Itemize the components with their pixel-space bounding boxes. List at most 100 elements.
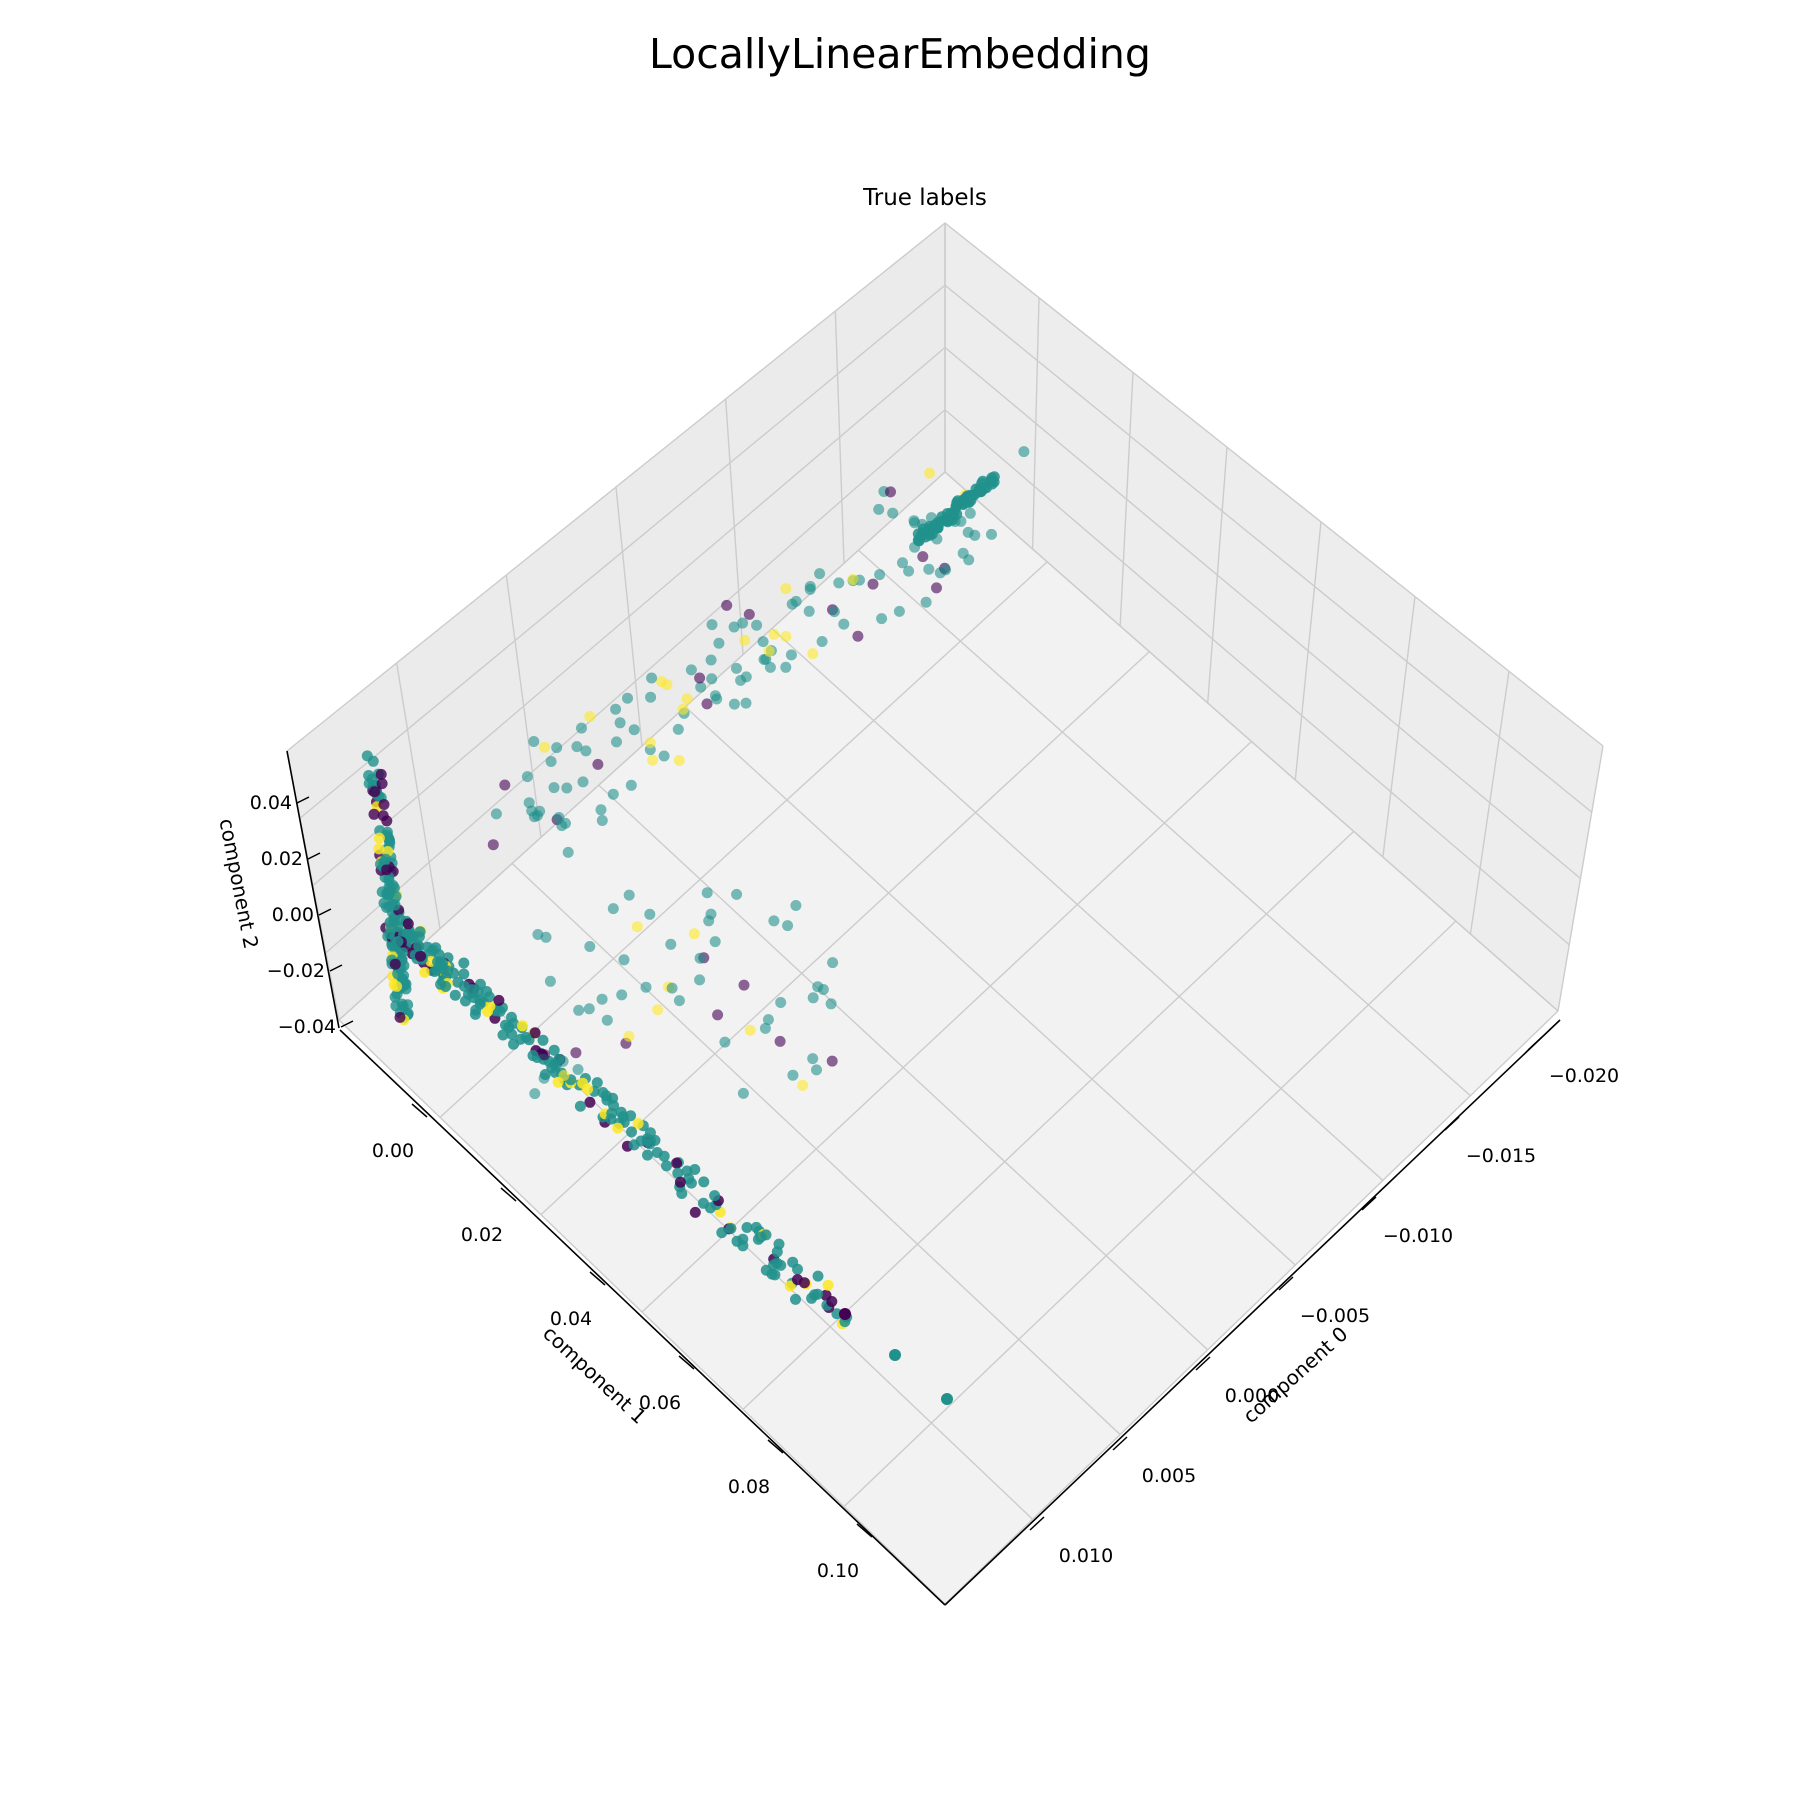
z-grid-line (325, 408, 1570, 954)
data-point (701, 887, 713, 899)
data-point (529, 1088, 541, 1100)
data-point (449, 989, 461, 1001)
data-point (814, 568, 826, 580)
data-point (827, 957, 839, 969)
y-tick-label: 0.00 (372, 1140, 414, 1162)
scatter-points (361, 446, 1030, 1405)
y-axis-line (339, 1029, 946, 1606)
data-point (537, 1034, 549, 1046)
data-point (474, 998, 486, 1010)
data-point (751, 619, 763, 631)
data-point (396, 998, 408, 1010)
data-point (986, 528, 997, 540)
data-point (826, 1296, 838, 1307)
data-point (572, 1064, 584, 1075)
data-point (382, 832, 394, 844)
data-point (538, 1072, 550, 1084)
floor-grid-line (684, 706, 1296, 1266)
data-point (673, 995, 685, 1007)
data-point (676, 1188, 688, 1199)
data-point (812, 981, 824, 993)
data-point (644, 737, 656, 749)
data-point (873, 503, 885, 515)
data-point (780, 583, 792, 595)
data-point (760, 1229, 772, 1241)
data-point (623, 889, 635, 901)
y-tick (500, 1187, 517, 1202)
data-point (474, 978, 486, 990)
data-point (798, 1277, 810, 1289)
data-point (548, 782, 560, 794)
data-point (768, 628, 780, 640)
floor-grid-line (598, 784, 1209, 1351)
data-point (759, 1022, 771, 1034)
data-point (419, 966, 431, 978)
data-point (490, 808, 502, 820)
data-point (642, 1149, 653, 1161)
data-point (376, 778, 388, 790)
data-point (709, 936, 721, 948)
data-point (957, 547, 969, 559)
z-tick (296, 796, 310, 804)
data-point (548, 1044, 560, 1056)
x-tick-label: 0.000 (1225, 1385, 1279, 1407)
data-point (923, 563, 935, 575)
data-point (558, 1070, 570, 1081)
data-point (773, 1238, 785, 1250)
data-point (389, 991, 401, 1003)
data-point (964, 507, 976, 519)
data-point (665, 938, 677, 950)
data-point (790, 1293, 801, 1305)
data-point (440, 981, 452, 992)
data-point (483, 991, 495, 1003)
data-point (392, 921, 404, 933)
x-tick-label: −0.015 (1466, 1145, 1536, 1167)
data-point (703, 915, 715, 927)
x-tick (1527, 1036, 1543, 1051)
data-point (398, 970, 410, 982)
data-point (897, 557, 908, 569)
data-point (764, 661, 776, 673)
data-point (576, 722, 587, 734)
data-point (562, 846, 574, 858)
data-point (771, 1257, 783, 1269)
data-point (804, 581, 816, 592)
data-point (493, 994, 505, 1006)
z-tick-label: 0.04 (250, 792, 292, 814)
data-point (852, 630, 864, 642)
data-point (671, 1157, 683, 1169)
data-point (644, 908, 656, 920)
x-axis-title: component 0 (1238, 1322, 1352, 1428)
floor-grid-line (857, 549, 1471, 1097)
data-point (739, 634, 751, 646)
data-point (652, 1004, 664, 1016)
data-point (917, 523, 929, 535)
data-point (838, 618, 850, 630)
data-point (381, 864, 393, 876)
data-point (545, 756, 557, 767)
data-point (737, 1240, 749, 1252)
data-point (908, 515, 920, 527)
data-point (760, 1264, 772, 1276)
data-point (497, 1029, 509, 1041)
x-tick-label: −0.005 (1300, 1305, 1370, 1327)
data-point (903, 565, 915, 577)
data-point (390, 891, 402, 902)
z-grid-line (286, 222, 1604, 752)
data-point (611, 736, 622, 748)
data-point (500, 1019, 511, 1031)
y-tick (589, 1271, 606, 1286)
data-point (792, 1263, 803, 1275)
data-point (893, 605, 905, 617)
data-point (962, 526, 974, 538)
y-tick-label: 0.10 (817, 1560, 859, 1582)
data-point (728, 621, 740, 633)
data-point (757, 636, 769, 648)
data-point (666, 982, 678, 994)
data-point (876, 613, 888, 625)
data-point (571, 741, 583, 753)
data-point (583, 1003, 595, 1015)
data-point (701, 698, 713, 710)
data-point (705, 654, 717, 666)
data-point (596, 815, 608, 826)
